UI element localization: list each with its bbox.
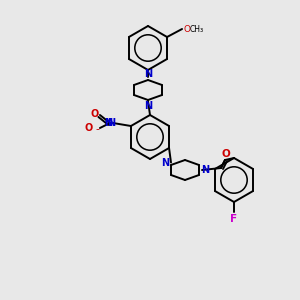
Text: N: N xyxy=(107,118,115,128)
Text: +: + xyxy=(103,119,109,125)
Text: O: O xyxy=(85,123,93,133)
Text: N: N xyxy=(201,165,209,175)
Text: -: - xyxy=(96,124,100,134)
Text: N: N xyxy=(161,158,169,167)
Text: O: O xyxy=(222,149,230,159)
Text: N: N xyxy=(144,101,152,111)
Text: CH₃: CH₃ xyxy=(190,25,204,34)
Text: F: F xyxy=(230,214,238,224)
Text: O: O xyxy=(183,25,190,34)
Text: O: O xyxy=(91,109,99,119)
Text: N: N xyxy=(144,69,152,79)
Text: N: N xyxy=(104,118,112,128)
